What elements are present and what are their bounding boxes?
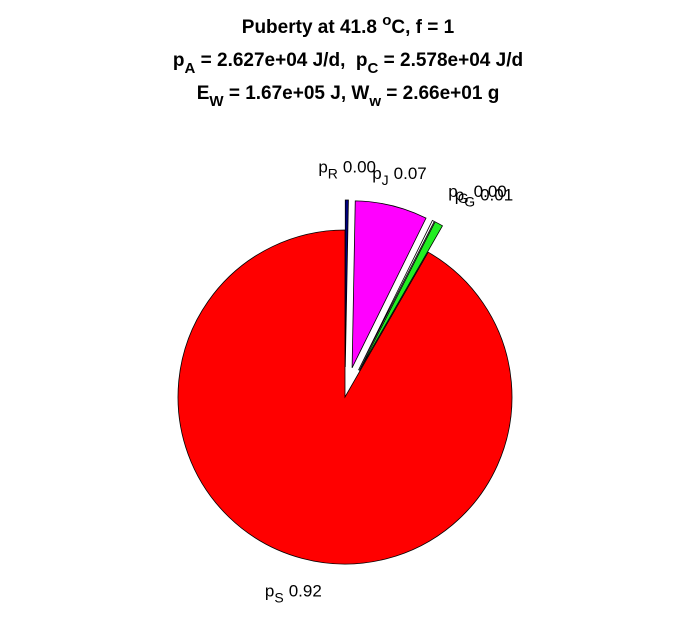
- title-part: C, f = 1: [391, 17, 454, 38]
- slice-label-sub: G: [464, 193, 475, 209]
- pie-slice: [358, 219, 435, 371]
- title-part: p: [173, 50, 185, 71]
- slice-label-value: 0.00: [474, 182, 507, 201]
- slice-label-sub: S: [274, 590, 283, 606]
- slice-label: pS 0.92: [265, 582, 322, 606]
- title-part: w: [368, 93, 381, 110]
- slice-label-sub: R: [328, 166, 338, 182]
- title-part: = 1.67e+05 J, W: [224, 83, 370, 104]
- slice-label-name: p: [372, 164, 381, 183]
- slice-label-value: 0.07: [394, 164, 427, 183]
- pie-slice: [358, 221, 444, 371]
- pie-slice: [344, 199, 349, 368]
- title-line: EW = 1.67e+05 J, Ww = 2.66e+01 g: [197, 83, 500, 110]
- slice-label-name: p: [265, 582, 274, 601]
- slice-label-value: 0.00: [343, 158, 376, 177]
- slice-label-sub: J: [382, 172, 389, 188]
- title-part: C: [368, 60, 379, 77]
- title-part: o: [382, 12, 391, 29]
- slice-label: pR 0.00: [318, 158, 376, 182]
- title-part: A: [185, 60, 196, 77]
- title-part: = 2.627e+04 J/d, p: [195, 50, 367, 71]
- slice-label: pG 0.01: [455, 185, 513, 209]
- title-part: Puberty at 41.8: [242, 17, 382, 38]
- title-part: W: [209, 93, 224, 110]
- slice-label-name: p: [448, 182, 457, 201]
- title-part: = 2.66e+01 g: [381, 83, 499, 104]
- slice-label-name: p: [318, 158, 327, 177]
- slice-label-sub: G: [458, 190, 469, 206]
- title-part: = 2.578e+04 J/d: [378, 50, 523, 71]
- pie-slice: [177, 229, 513, 565]
- title-line: Puberty at 41.8 oC, f = 1: [242, 12, 455, 38]
- slice-label-value: 0.01: [480, 185, 513, 204]
- slice-label-name: p: [455, 185, 464, 204]
- slice-label: pJ 0.07: [372, 164, 427, 188]
- pie-slice: [351, 200, 427, 369]
- title-line: pA = 2.627e+04 J/d, pC = 2.578e+04 J/d: [173, 50, 523, 77]
- slice-label-value: 0.92: [289, 582, 322, 601]
- title-part: E: [197, 83, 210, 104]
- slice-label: pG 0.00: [448, 182, 506, 206]
